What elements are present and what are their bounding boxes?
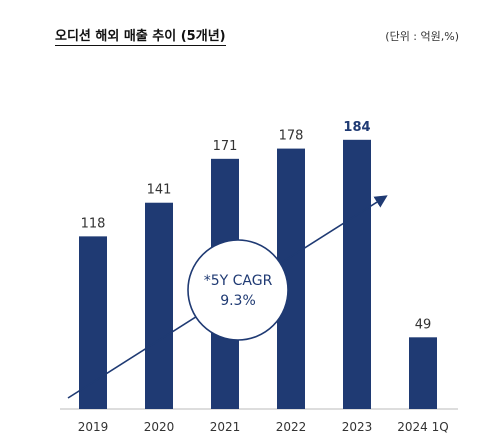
data-label: 49: [415, 317, 432, 332]
bar-2023: [343, 139, 371, 410]
cagr-circle: [187, 239, 289, 341]
x-tick-label: 2023: [342, 420, 373, 434]
bar-2024-1Q: [409, 337, 437, 409]
bar-2019: [79, 236, 107, 409]
cagr-label: *5Y CAGR: [204, 273, 273, 289]
x-tick-label: 2022: [276, 420, 307, 434]
data-label: 178: [279, 129, 304, 144]
unit-label: (단위 : 억원,%): [385, 30, 459, 43]
chart-title: 오디션 해외 매출 추이 (5개년): [55, 25, 226, 46]
data-label: 141: [147, 183, 172, 198]
data-label: 118: [81, 216, 106, 231]
x-tick-label: 2020: [144, 420, 175, 434]
data-label: 171: [213, 139, 238, 154]
data-label: 184: [343, 120, 370, 135]
cagr-value: 9.3%: [220, 293, 256, 309]
x-tick-label: 2024 1Q: [397, 420, 448, 434]
x-tick-label: 2019: [78, 420, 109, 434]
bar-2020: [145, 202, 173, 409]
x-tick-label: 2021: [210, 420, 241, 434]
